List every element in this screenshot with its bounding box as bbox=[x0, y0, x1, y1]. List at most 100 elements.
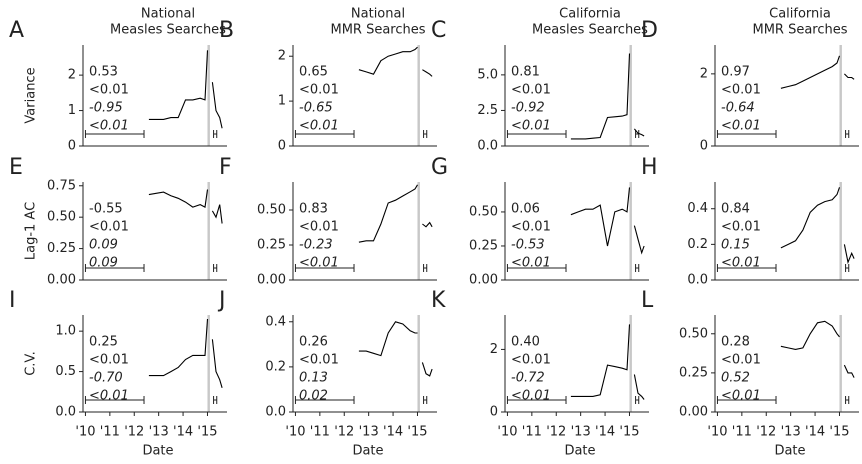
stat-annotation: 0.13 bbox=[299, 371, 328, 386]
y-tick-label: 0.75 bbox=[47, 178, 76, 193]
stat-annotation: -0.55 bbox=[89, 202, 123, 217]
window-bar bbox=[506, 396, 567, 404]
data-line bbox=[148, 318, 223, 388]
y-tick-label: 0.00 bbox=[469, 273, 498, 288]
stat-annotation: 0.09 bbox=[89, 238, 118, 253]
stat-annotation: 0.52 bbox=[721, 371, 750, 386]
data-line bbox=[358, 321, 433, 377]
y-tick-label: 0.25 bbox=[47, 241, 76, 256]
y-tick-label: 0 bbox=[700, 139, 708, 154]
window-bar-small bbox=[635, 396, 640, 404]
window-bar bbox=[294, 396, 355, 404]
data-line bbox=[570, 53, 645, 140]
stat-annotation: 0.53 bbox=[89, 65, 118, 80]
stat-annotation: -0.64 bbox=[721, 101, 755, 116]
x-tick-label: '15 bbox=[619, 425, 639, 440]
x-tick-label: '10 bbox=[75, 425, 95, 440]
shaded-span bbox=[207, 45, 210, 146]
stat-annotation: <0.01 bbox=[721, 220, 761, 235]
y-axis-label: Lag-1 AC bbox=[24, 202, 39, 260]
stat-annotation: -0.65 bbox=[299, 101, 333, 116]
window-bar-small bbox=[213, 264, 218, 272]
stat-annotation: <0.01 bbox=[721, 353, 761, 368]
panel-title: National bbox=[141, 7, 195, 22]
y-tick-label: 0 bbox=[278, 139, 286, 154]
panel-label: L bbox=[641, 288, 654, 313]
panel-label: H bbox=[641, 155, 658, 180]
x-tick-label: '15 bbox=[407, 425, 427, 440]
shaded-span bbox=[839, 315, 842, 412]
window-bar bbox=[506, 264, 567, 272]
data-line bbox=[780, 320, 855, 378]
y-tick-label: 0.25 bbox=[679, 365, 708, 380]
panel-label: B bbox=[219, 18, 234, 43]
x-tick-label: '12 bbox=[124, 425, 144, 440]
y-tick-label: 0.0 bbox=[477, 139, 498, 154]
panel-title: Measles Searches bbox=[532, 23, 648, 38]
x-tick-label: '13 bbox=[571, 425, 591, 440]
stat-annotation: <0.01 bbox=[299, 119, 339, 134]
stat-annotation: <0.01 bbox=[299, 83, 339, 98]
stat-annotation: <0.01 bbox=[511, 353, 551, 368]
stat-annotation: <0.01 bbox=[511, 220, 551, 235]
shaded-span bbox=[207, 182, 210, 280]
y-tick-label: 0.50 bbox=[257, 203, 286, 218]
window-bar bbox=[716, 264, 777, 272]
window-bar-small bbox=[213, 130, 218, 138]
y-tick-label: 2 bbox=[490, 342, 498, 357]
stat-annotation: 0.09 bbox=[89, 256, 118, 271]
stat-annotation: <0.01 bbox=[721, 119, 761, 134]
stat-annotation: 0.84 bbox=[721, 202, 750, 217]
y-axis-label: Variance bbox=[24, 67, 39, 123]
x-tick-label: '13 bbox=[149, 425, 169, 440]
stat-annotation: <0.01 bbox=[511, 119, 551, 134]
panel-label: K bbox=[431, 288, 446, 313]
panel-label: E bbox=[9, 155, 23, 180]
y-tick-label: 0.2 bbox=[687, 237, 708, 252]
x-tick-label: '11 bbox=[310, 425, 330, 440]
y-tick-label: 0.50 bbox=[679, 326, 708, 341]
x-tick-label: '11 bbox=[732, 425, 752, 440]
x-axis-label: Date bbox=[352, 444, 383, 459]
y-tick-label: 0 bbox=[68, 139, 76, 154]
x-tick-label: '14 bbox=[173, 425, 193, 440]
x-axis-label: Date bbox=[564, 444, 595, 459]
window-bar-small bbox=[423, 264, 428, 272]
stat-annotation: 0.26 bbox=[299, 335, 328, 350]
window-bar bbox=[294, 130, 355, 138]
window-bar-small bbox=[213, 396, 218, 404]
y-tick-label: 0.5 bbox=[55, 364, 76, 379]
data-line bbox=[570, 187, 645, 255]
shaded-span bbox=[629, 315, 632, 412]
window-bar bbox=[84, 264, 145, 272]
stat-annotation: <0.01 bbox=[89, 119, 129, 134]
y-tick-label: 2 bbox=[278, 49, 286, 64]
stat-annotation: 0.97 bbox=[721, 65, 750, 80]
shaded-span bbox=[207, 315, 210, 412]
x-tick-label: '14 bbox=[383, 425, 403, 440]
x-tick-label: '11 bbox=[100, 425, 120, 440]
stat-annotation: <0.01 bbox=[89, 83, 129, 98]
stat-annotation: <0.01 bbox=[299, 220, 339, 235]
y-tick-label: 0.4 bbox=[687, 201, 708, 216]
shaded-span bbox=[417, 315, 420, 412]
stat-annotation: 0.65 bbox=[299, 65, 328, 80]
y-tick-label: 0.50 bbox=[47, 210, 76, 225]
y-tick-label: 0.0 bbox=[55, 405, 76, 420]
y-tick-label: 0.00 bbox=[47, 273, 76, 288]
stat-annotation: -0.95 bbox=[89, 101, 123, 116]
y-tick-label: 2.5 bbox=[477, 103, 498, 118]
stat-annotation: <0.01 bbox=[511, 83, 551, 98]
y-tick-label: 0.2 bbox=[265, 359, 286, 374]
y-tick-label: 1.0 bbox=[55, 324, 76, 339]
y-tick-label: 0.25 bbox=[469, 238, 498, 253]
y-tick-label: 2 bbox=[68, 68, 76, 83]
stat-annotation: -0.70 bbox=[89, 371, 123, 386]
y-tick-label: 1 bbox=[68, 103, 76, 118]
x-tick-label: '14 bbox=[595, 425, 615, 440]
stat-annotation: <0.01 bbox=[511, 389, 551, 404]
panel-title: Measles Searches bbox=[110, 23, 226, 38]
y-tick-label: 0.00 bbox=[257, 273, 286, 288]
stat-annotation: <0.01 bbox=[511, 256, 551, 271]
